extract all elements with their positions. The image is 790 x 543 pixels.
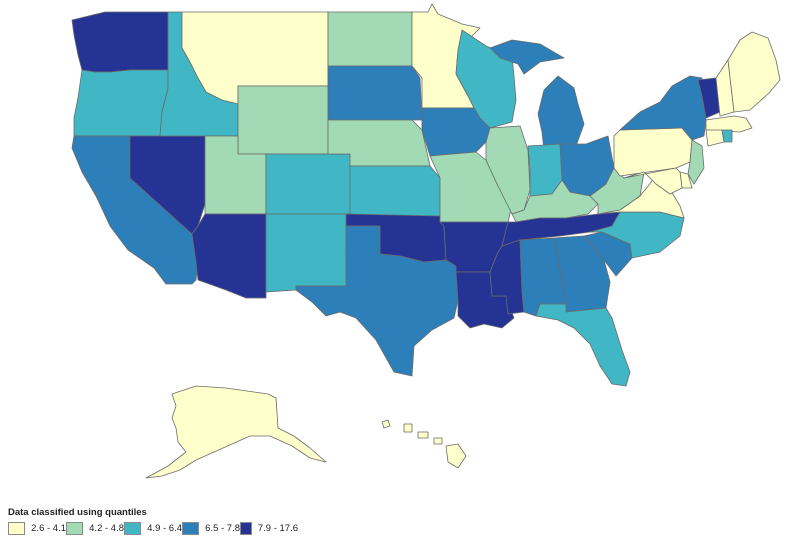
state-kansas[interactable]: Kansas — [349, 165, 441, 217]
state-florida[interactable]: Florida — [535, 303, 631, 387]
state-colorado[interactable]: Colorado — [265, 153, 351, 215]
legend: 2.6 - 4.1 4.2 - 4.8 4.9 - 6.4 6.5 - 7.8 … — [8, 522, 298, 535]
state-texas[interactable]: Texas — [295, 225, 459, 377]
state-rhode-island[interactable]: Rhode Island — [721, 129, 733, 143]
state-new-jersey[interactable]: New Jersey — [687, 139, 705, 185]
legend-swatch — [66, 522, 84, 535]
state-connecticut[interactable]: Connecticut — [705, 129, 725, 147]
state-north-dakota[interactable]: North Dakota — [327, 11, 413, 67]
state-pennsylvania[interactable]: Pennsylvania — [613, 127, 693, 177]
legend-item: 6.5 - 7.8 — [182, 522, 240, 535]
state-michigan[interactable]: Michigan — [489, 39, 585, 151]
legend-swatch — [124, 522, 142, 535]
state-hawaii[interactable]: Hawaii — [381, 419, 467, 469]
legend-item: 4.2 - 4.8 — [66, 522, 124, 535]
legend-label: 4.9 - 6.4 — [147, 523, 182, 534]
legend-label: 2.6 - 4.1 — [31, 523, 66, 534]
legend-swatch — [8, 522, 26, 535]
state-west-virginia[interactable]: West Virginia — [589, 167, 645, 215]
state-south-dakota[interactable]: South Dakota — [327, 65, 423, 121]
legend-label: 4.2 - 4.8 — [89, 523, 124, 534]
state-oregon[interactable]: Oregon — [73, 69, 169, 137]
legend-item: 4.9 - 6.4 — [124, 522, 182, 535]
legend-label: 6.5 - 7.8 — [205, 523, 240, 534]
legend-item: 7.9 - 17.6 — [240, 522, 298, 535]
state-maryland[interactable]: Maryland — [623, 167, 683, 195]
legend-swatch — [182, 522, 200, 535]
state-north-carolina[interactable]: North Carolina — [589, 211, 685, 259]
legend-title: Data classified using quantiles — [8, 507, 147, 518]
state-vermont[interactable]: Vermont — [697, 77, 721, 119]
legend-item: 2.6 - 4.1 — [8, 522, 66, 535]
us-choropleth-map: Washington Oregon California Nevada Idah… — [71, 3, 781, 479]
state-new-mexico[interactable]: New Mexico — [265, 213, 347, 293]
legend-swatch — [240, 522, 252, 535]
state-arizona[interactable]: Arizona — [191, 213, 267, 299]
state-washington[interactable]: Washington — [71, 11, 169, 73]
state-maine[interactable]: Maine — [727, 31, 781, 113]
state-wyoming[interactable]: Wyoming — [237, 85, 329, 155]
legend-label: 7.9 - 17.6 — [257, 523, 298, 534]
state-alaska[interactable]: Alaska — [145, 385, 327, 479]
state-mississippi[interactable]: Mississippi — [489, 239, 525, 315]
